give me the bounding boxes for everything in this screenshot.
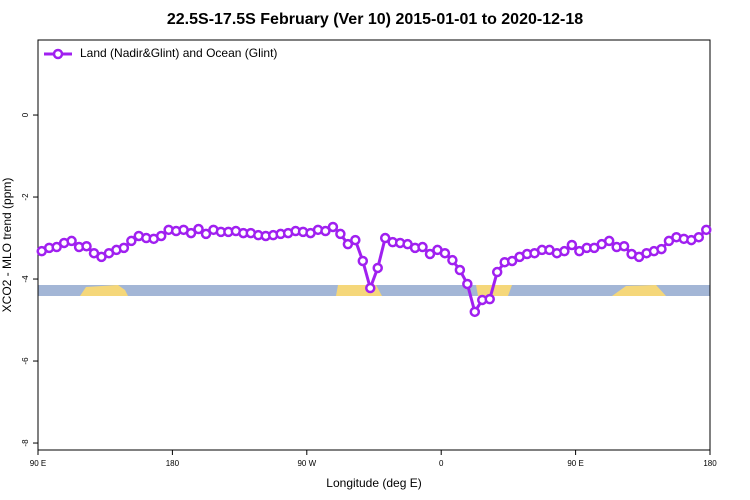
data-point	[372, 262, 383, 274]
data-point	[454, 264, 466, 276]
data-point	[379, 232, 391, 244]
y-tick-label: -8	[21, 439, 30, 447]
y-tick-label: -6	[21, 357, 30, 365]
y-tick-label: -4	[21, 275, 30, 283]
data-point	[185, 227, 197, 239]
data-point	[462, 278, 473, 290]
x-tick-label: 180	[703, 459, 717, 468]
data-point	[424, 248, 436, 260]
data-point	[365, 282, 376, 294]
data-point	[193, 223, 204, 235]
x-tick-label: 90 E	[567, 459, 583, 468]
data-point	[320, 225, 331, 237]
data-point	[603, 235, 615, 247]
x-tick-label: 90 E	[30, 459, 46, 468]
data-point	[81, 240, 92, 252]
x-tick-label: 0	[439, 459, 444, 468]
data-point	[491, 266, 503, 278]
legend-label: Land (Nadir&Glint) and Ocean (Glint)	[80, 46, 277, 60]
data-point	[618, 240, 630, 252]
data-point	[693, 231, 705, 243]
data-point	[447, 254, 458, 266]
data-point	[506, 255, 518, 267]
data-point	[155, 230, 167, 242]
plot-frame	[37, 39, 711, 451]
land-band	[476, 285, 512, 296]
data-point	[126, 235, 137, 247]
data-point	[559, 245, 570, 257]
x-tick-label: 180	[166, 459, 180, 468]
land-band	[612, 285, 666, 296]
data-point	[566, 239, 578, 251]
y-axis-label: XCO2 - MLO trend (ppm)	[0, 178, 14, 313]
data-point	[335, 228, 346, 240]
y-tick-label: 0	[21, 112, 30, 117]
data-point	[200, 228, 212, 240]
data-point	[484, 293, 495, 305]
land-band	[80, 285, 128, 296]
data-point	[417, 241, 428, 253]
data-point	[357, 255, 369, 267]
x-tick-label: 90 W	[297, 459, 316, 468]
data-point	[51, 241, 62, 253]
data-point	[342, 238, 354, 250]
data-point	[66, 235, 77, 247]
data-point	[327, 221, 339, 233]
x-axis-label: Longitude (deg E)	[326, 476, 421, 490]
data-point	[701, 224, 712, 236]
data-point	[656, 243, 667, 255]
y-tick-label: -2	[21, 193, 30, 201]
data-point	[439, 247, 451, 259]
data-point	[469, 306, 481, 318]
legend-marker	[52, 48, 64, 60]
data-point	[118, 242, 130, 254]
chart-title: 22.5S-17.5S February (Ver 10) 2015-01-01…	[167, 11, 583, 28]
data-point	[350, 234, 361, 246]
